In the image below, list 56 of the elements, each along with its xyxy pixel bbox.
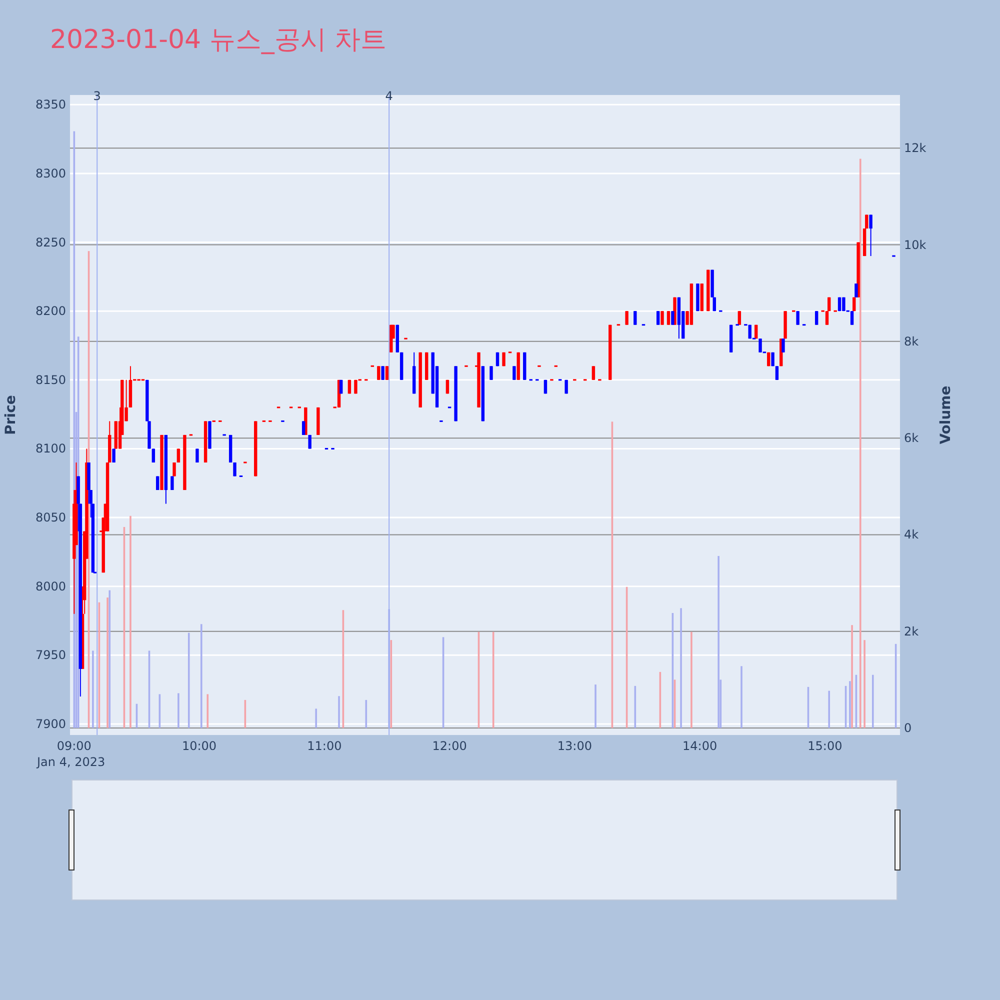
- candlestick: [385, 366, 389, 380]
- candlestick: [869, 214, 872, 257]
- y2-axis-title: Volume: [938, 386, 954, 444]
- candlestick: [666, 310, 670, 326]
- candlestick: [854, 283, 858, 298]
- y-tick-label: 8100: [35, 442, 66, 456]
- x-tick-label: 13:00: [557, 739, 592, 753]
- y2-tick-label: 2k: [904, 624, 919, 638]
- x-tick-label: 09:00 Jan 4, 2023: [36, 739, 106, 769]
- candlestick: [758, 338, 762, 353]
- y-tick-label: 8250: [35, 235, 66, 250]
- candlestick: [775, 366, 779, 380]
- candlestick: [302, 420, 306, 436]
- x-tick-label: 14:00: [682, 739, 718, 753]
- y2-tick-label: 0: [904, 720, 912, 735]
- y-tick-label: 8050: [35, 510, 66, 525]
- candlestick: [170, 476, 174, 491]
- y-tick-label: 8000: [35, 579, 66, 594]
- ref-line-label: 4: [385, 89, 393, 103]
- y-axis-title: Price: [3, 395, 19, 435]
- candlestick: [782, 338, 785, 353]
- x-tick-label: 10:00: [182, 739, 217, 753]
- y-tick-label: 8150: [35, 372, 66, 387]
- candlestick: [634, 310, 637, 326]
- candlestick: [176, 448, 180, 463]
- candlestick: [814, 310, 818, 326]
- candlestick: [592, 366, 596, 380]
- y-tick-label: 7900: [35, 716, 66, 731]
- x-tick-label: 12:00: [432, 739, 467, 753]
- y2-tick-label: 8k: [904, 334, 919, 348]
- y-tick-label: 8200: [35, 304, 66, 318]
- candlestick: [156, 476, 160, 491]
- x-tick-label: 11:00: [307, 739, 342, 753]
- candlestick: [671, 310, 674, 326]
- candlestick: [625, 310, 628, 326]
- y2-tick-label: 10k: [904, 238, 926, 252]
- candlestick: [196, 448, 199, 463]
- y2-tick-label: 12k: [904, 141, 926, 156]
- y-tick-label: 8350: [35, 98, 66, 112]
- y-tick-label: 8300: [35, 166, 66, 180]
- candlestick: [381, 366, 384, 380]
- candlestick: [850, 310, 854, 326]
- chart-title: 2023-01-04 뉴스_공시 차트: [50, 25, 387, 55]
- candlestick: [152, 448, 156, 463]
- x-tick-label: 15:00: [808, 739, 842, 753]
- candlestick: [490, 366, 493, 380]
- y-tick-label: 7950: [35, 648, 66, 662]
- candlestick: [512, 366, 516, 380]
- y2-tick-label: 6k: [904, 431, 919, 446]
- y2-tick-label: 4k: [904, 528, 919, 542]
- ref-line-label: 3: [93, 89, 101, 103]
- candlestick: [796, 310, 800, 326]
- candlestick: [377, 366, 380, 380]
- candlestick: [660, 310, 664, 326]
- candlestick: [656, 310, 660, 326]
- candlestick: [112, 448, 116, 463]
